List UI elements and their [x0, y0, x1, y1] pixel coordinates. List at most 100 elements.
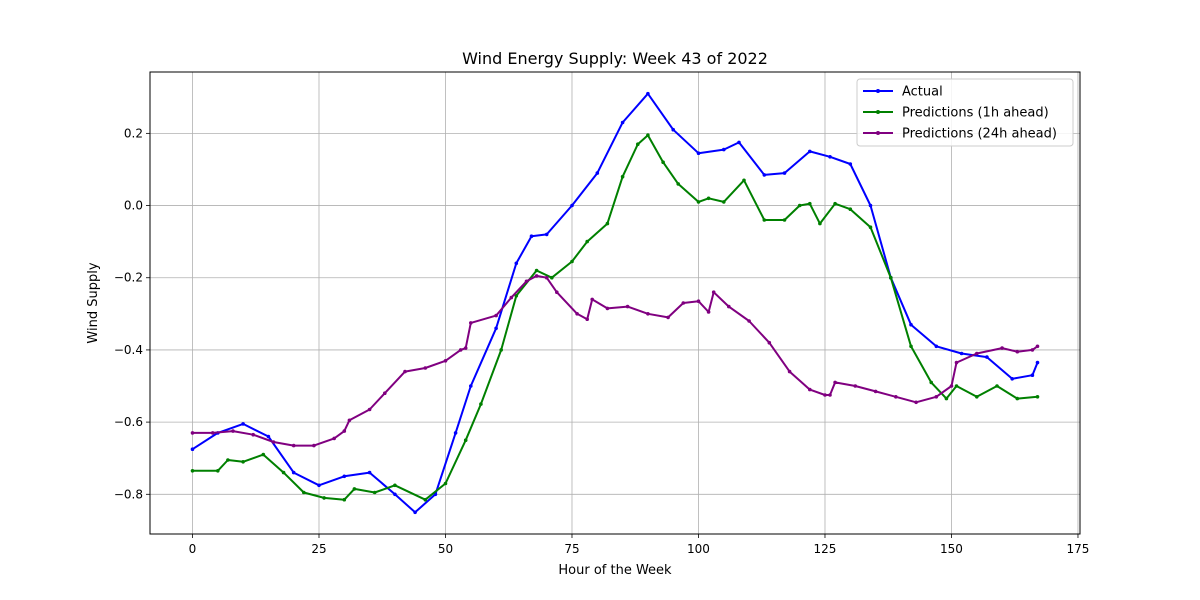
- data-point: [312, 443, 316, 448]
- data-point: [393, 483, 397, 488]
- data-point: [909, 322, 913, 327]
- data-point: [555, 290, 559, 295]
- data-point: [585, 317, 589, 322]
- data-point: [671, 127, 675, 132]
- data-point: [727, 304, 731, 309]
- data-point: [241, 422, 245, 426]
- x-tick-label: 100: [687, 542, 710, 556]
- data-point: [828, 393, 832, 397]
- data-point: [463, 438, 468, 443]
- y-tick-label: −0.4: [114, 343, 143, 357]
- data-point: [868, 225, 873, 229]
- legend-box: [856, 78, 1074, 147]
- legend: Actual Predictions (1h ahead) Predictions …: [856, 78, 1074, 147]
- x-tick-label: 0: [189, 542, 197, 556]
- data-point: [393, 492, 397, 497]
- y-tick-label: 0.0: [124, 199, 143, 213]
- data-point: [463, 346, 468, 350]
- data-point: [661, 160, 665, 164]
- x-axis-label: Hour of the Week: [558, 563, 672, 578]
- data-point: [383, 391, 387, 396]
- data-point: [529, 234, 534, 238]
- data-point: [575, 312, 579, 316]
- data-point: [934, 395, 939, 399]
- data-point: [342, 497, 347, 502]
- x-tick-label: 25: [311, 542, 326, 556]
- data-point: [985, 355, 989, 359]
- data-point: [322, 496, 326, 500]
- data-point: [914, 400, 918, 405]
- x-axis-ticks: 0 25 50 75 100 125 150 175: [189, 534, 1090, 556]
- data-point: [787, 369, 792, 374]
- data-point: [423, 366, 428, 370]
- data-point: [975, 395, 979, 399]
- data-point: [808, 149, 812, 154]
- data-point: [909, 344, 913, 349]
- data-point: [696, 200, 701, 204]
- data-point: [342, 474, 347, 479]
- series-3: [190, 274, 1040, 448]
- data-point: [706, 196, 711, 201]
- data-point: [534, 274, 539, 278]
- data-point: [949, 384, 954, 388]
- series-1: [190, 91, 1040, 515]
- y-tick-label: −0.6: [114, 415, 143, 429]
- data-point: [681, 301, 686, 305]
- data-point: [453, 431, 458, 435]
- data-point: [808, 201, 812, 206]
- data-point: [291, 470, 296, 475]
- data-point: [954, 360, 959, 365]
- data-point: [853, 384, 858, 388]
- data-point: [469, 384, 473, 388]
- data-point: [1035, 360, 1040, 365]
- y-tick-label: 0.2: [124, 126, 143, 140]
- data-point: [646, 91, 650, 96]
- data-point: [646, 312, 650, 316]
- data-point: [828, 155, 832, 159]
- data-point: [944, 396, 949, 401]
- data-point: [808, 387, 812, 392]
- data-point: [1015, 396, 1020, 401]
- data-point: [818, 221, 822, 226]
- data-point: [352, 487, 357, 491]
- data-point: [625, 304, 630, 309]
- data-point: [509, 295, 514, 300]
- data-point: [458, 348, 463, 352]
- data-point: [1030, 348, 1035, 352]
- data-point: [975, 351, 979, 356]
- y-axis-ticks: −0.8 −0.6 −0.4 −0.2 0.0 0.2: [114, 126, 150, 501]
- data-point: [934, 344, 939, 349]
- data-point: [210, 431, 215, 435]
- y-tick-label: −0.2: [114, 271, 143, 285]
- data-point: [585, 239, 589, 244]
- plot-frame: [149, 71, 1081, 535]
- data-point: [782, 218, 787, 222]
- grid-lines: [150, 72, 1080, 534]
- data-point: [413, 510, 417, 515]
- data-point: [782, 171, 787, 175]
- data-point: [762, 173, 767, 177]
- data-point: [190, 469, 195, 473]
- data-point: [1035, 344, 1040, 349]
- data-point: [347, 418, 352, 423]
- data-point: [190, 447, 195, 452]
- x-tick-label: 50: [438, 542, 453, 556]
- y-axis-label: Wind Supply: [86, 262, 101, 343]
- data-point: [1010, 377, 1014, 381]
- data-point: [494, 326, 498, 331]
- data-point: [1035, 395, 1040, 399]
- data-point: [514, 261, 519, 266]
- data-point: [281, 470, 286, 475]
- data-point: [742, 178, 746, 183]
- data-point: [848, 162, 853, 166]
- data-point: [595, 171, 600, 175]
- data-point: [190, 431, 195, 435]
- data-point: [261, 452, 266, 457]
- data-point: [959, 351, 964, 356]
- data-point: [722, 147, 726, 152]
- x-tick-label: 175: [1067, 542, 1090, 556]
- data-point: [1000, 346, 1004, 350]
- data-point: [848, 207, 853, 211]
- data-point: [372, 490, 377, 495]
- data-point: [317, 483, 321, 488]
